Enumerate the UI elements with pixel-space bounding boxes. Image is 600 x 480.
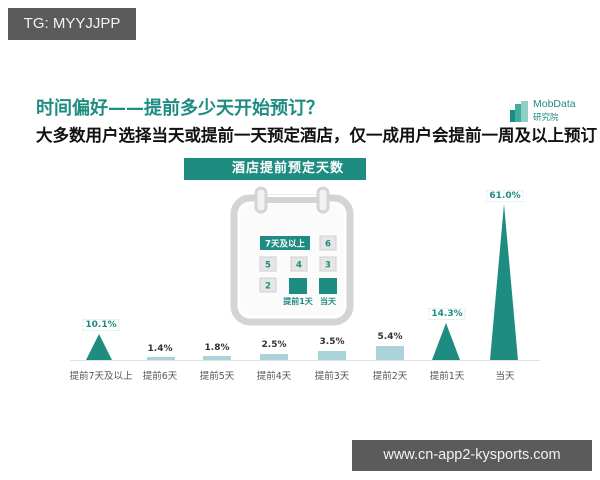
svg-text:3: 3 [325, 261, 331, 271]
x-tick-label: 提前1天 [429, 371, 465, 382]
value-label: 14.3% [428, 308, 466, 320]
value-label: 1.8% [204, 343, 230, 353]
svg-text:7天及以上: 7天及以上 [265, 239, 305, 250]
mobdata-logo: MobData 研究院 [508, 98, 588, 124]
chart-heading: 酒店提前预定天数 [184, 158, 366, 180]
svg-text:4: 4 [296, 261, 302, 271]
watermark-top-left: TG: MYYJJPP [8, 8, 136, 40]
bar-7plus [86, 334, 112, 360]
x-tick-label: 提前6天 [142, 371, 178, 382]
x-tick-label: 提前7天及以上 [69, 371, 133, 382]
page-subtitle: 大多数用户选择当天或提前一天预定酒店，仅一成用户会提前一周及以上预订 [36, 126, 597, 145]
svg-text:当天: 当天 [320, 296, 337, 306]
page-title: 时间偏好——提前多少天开始预订？ [36, 98, 324, 119]
bar-3day [318, 351, 346, 360]
svg-text:2: 2 [265, 282, 271, 292]
value-label: 10.1% [82, 319, 120, 331]
x-tick-label: 提前3天 [314, 371, 350, 382]
x-tick-label: 提前5天 [199, 371, 235, 382]
building-bars-icon [510, 101, 528, 122]
x-axis [70, 360, 540, 361]
x-tick-label: 提前2天 [372, 371, 408, 382]
logo-sub: 研究院 [533, 113, 559, 123]
value-label: 3.5% [319, 337, 345, 347]
x-tick-label: 当天 [495, 371, 515, 382]
bar-6day [147, 357, 175, 360]
bar-today [490, 204, 518, 360]
value-label: 1.4% [147, 344, 173, 354]
svg-text:5: 5 [265, 261, 271, 271]
bar-2day [376, 346, 404, 360]
bar-1day [432, 323, 460, 360]
value-label: 2.5% [261, 340, 287, 350]
calendar-icon: 7天及以上 6 5 4 3 2 提前1天 当天 [230, 186, 354, 326]
value-label: 5.4% [377, 332, 403, 342]
watermark-bottom-right: www.cn-app2-kysports.com [352, 440, 592, 471]
bar-5day [203, 356, 231, 360]
x-tick-label: 提前4天 [256, 371, 292, 382]
svg-text:提前1天: 提前1天 [283, 296, 314, 306]
logo-name: MobData [533, 98, 576, 110]
svg-text:6: 6 [325, 240, 331, 250]
bar-4day [260, 354, 288, 360]
value-label: 61.0% [486, 190, 524, 202]
